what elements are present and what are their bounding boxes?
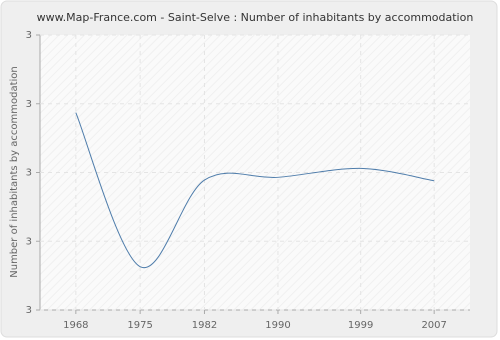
chart-title: www.Map-France.com - Saint-Selve : Numbe… bbox=[37, 11, 474, 24]
y-tick-label: 3 bbox=[26, 236, 32, 247]
x-tick-label: 1999 bbox=[348, 320, 373, 331]
x-tick-label: 1990 bbox=[265, 320, 290, 331]
x-tick-label: 1982 bbox=[192, 320, 217, 331]
y-tick-label: 3 bbox=[26, 99, 32, 110]
y-tick-label: 3 bbox=[26, 30, 32, 41]
y-axis-label: Number of inhabitants by accommodation bbox=[9, 66, 20, 278]
x-tick-label: 1975 bbox=[127, 320, 152, 331]
y-tick-label: 3 bbox=[26, 305, 32, 316]
plot-area bbox=[40, 35, 470, 310]
y-tick-label: 3 bbox=[26, 168, 32, 179]
line bbox=[75, 112, 435, 269]
x-tick-label: 2007 bbox=[421, 320, 446, 331]
x-tick-label: 1968 bbox=[63, 320, 88, 331]
